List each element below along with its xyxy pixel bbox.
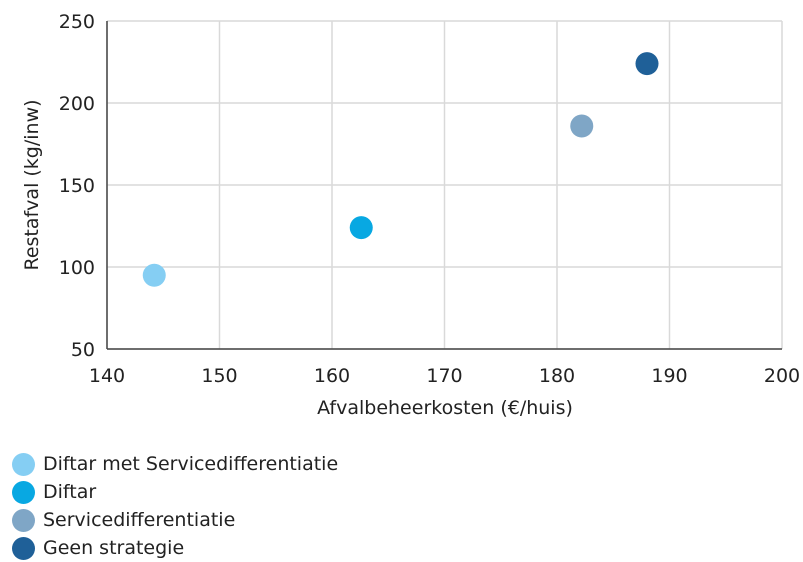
y-tick-labels: 50 100 150 200 250 — [59, 11, 95, 361]
legend-label: Geen strategie — [43, 537, 184, 559]
x-tick-label: 190 — [651, 365, 687, 387]
x-tick-label: 180 — [539, 365, 575, 387]
x-tick-labels: 140 150 160 170 180 190 200 — [89, 365, 800, 387]
x-tick-label: 200 — [764, 365, 800, 387]
legend-swatch — [12, 509, 35, 532]
legend-label: Servicedifferentiatie — [43, 509, 235, 531]
legend: Diftar met Servicedifferentiatie Diftar Se… — [12, 450, 338, 562]
scatter-chart: 140 150 160 170 180 190 200 50 100 150 200 250 Afv… — [0, 0, 803, 420]
legend-label: Diftar met Servicedifferentiatie — [43, 453, 338, 475]
legend-swatch — [12, 453, 35, 476]
x-tick-label: 170 — [426, 365, 462, 387]
data-point — [350, 216, 373, 239]
x-tick-label: 160 — [314, 365, 350, 387]
y-tick-label: 100 — [59, 257, 95, 279]
data-point — [143, 264, 166, 287]
y-tick-label: 200 — [59, 93, 95, 115]
x-tick-label: 140 — [89, 365, 125, 387]
data-point — [570, 114, 593, 137]
legend-item: Diftar — [12, 478, 338, 506]
legend-swatch — [12, 481, 35, 504]
grid-lines — [107, 21, 782, 349]
y-tick-label: 150 — [59, 175, 95, 197]
x-tick-label: 150 — [201, 365, 237, 387]
legend-item: Servicedifferentiatie — [12, 506, 338, 534]
y-axis-label: Restafval (kg/inw) — [21, 99, 43, 270]
legend-item: Geen strategie — [12, 534, 338, 562]
data-point — [636, 52, 659, 75]
y-tick-label: 250 — [59, 11, 95, 33]
legend-label: Diftar — [43, 481, 96, 503]
legend-item: Diftar met Servicedifferentiatie — [12, 450, 338, 478]
x-axis-label: Afvalbeheerkosten (€/huis) — [317, 397, 573, 419]
y-tick-label: 50 — [71, 339, 95, 361]
legend-swatch — [12, 537, 35, 560]
